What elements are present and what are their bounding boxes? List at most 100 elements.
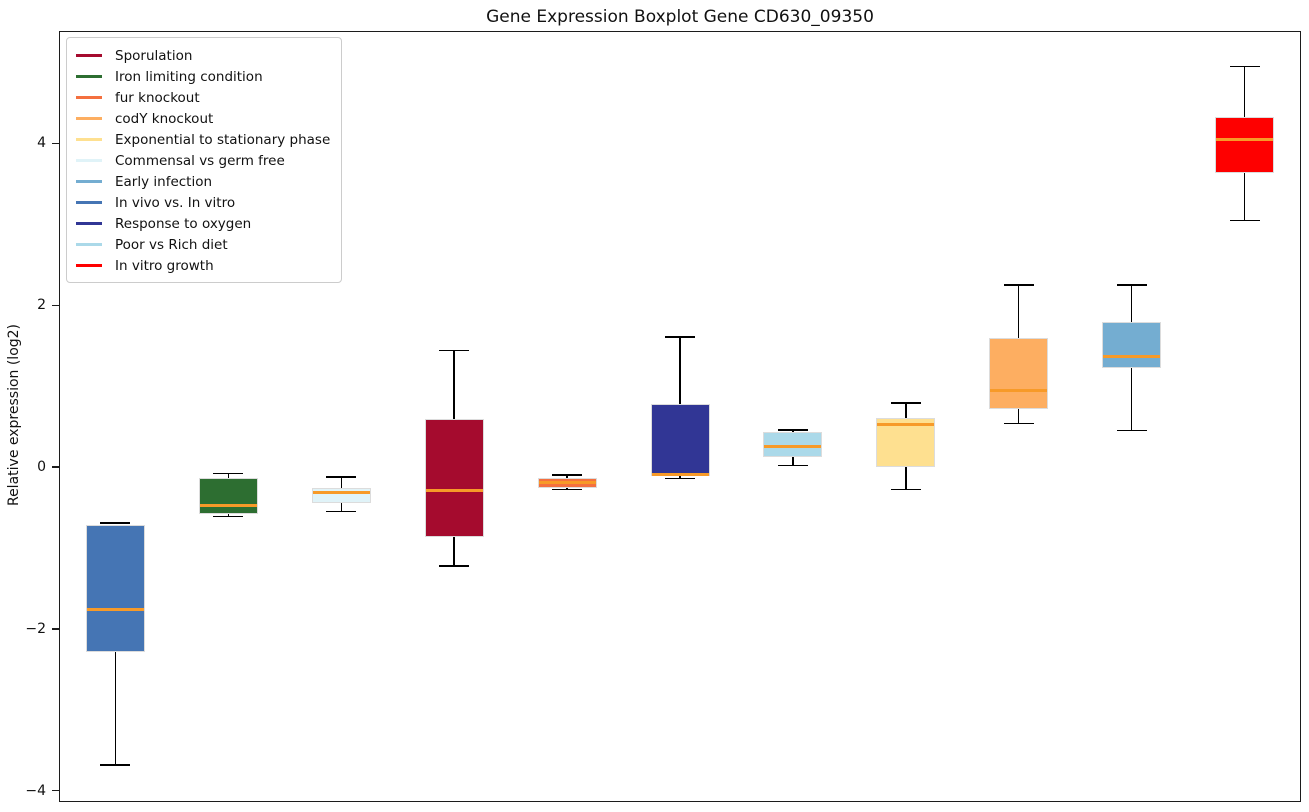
box-lower-cap bbox=[1116, 429, 1147, 432]
box-upper-cap bbox=[1003, 284, 1034, 286]
legend-color-swatch bbox=[76, 96, 102, 99]
y-tick-label: −2 bbox=[25, 620, 46, 637]
box-lower-whisker bbox=[453, 536, 455, 566]
legend-color-swatch bbox=[76, 264, 102, 267]
box bbox=[424, 418, 484, 537]
legend-color-swatch bbox=[76, 159, 102, 162]
box-lower-whisker bbox=[792, 456, 794, 466]
legend-item: codY knockout bbox=[67, 108, 341, 129]
box-lower-whisker bbox=[905, 467, 907, 490]
legend-label: Sporulation bbox=[115, 47, 193, 64]
box-lower-cap bbox=[665, 477, 695, 480]
legend-item: Commensal vs germ free bbox=[67, 150, 341, 171]
legend-item: Exponential to stationary phase bbox=[67, 129, 341, 150]
y-tick-label: 2 bbox=[37, 297, 46, 314]
legend-label: Commensal vs germ free bbox=[115, 152, 285, 169]
box bbox=[876, 417, 936, 468]
box-upper-cap bbox=[777, 429, 808, 431]
box bbox=[763, 432, 823, 457]
legend-item: Early infection bbox=[67, 171, 341, 192]
legend-item: In vivo vs. In vitro bbox=[67, 192, 341, 213]
y-tick-label: 4 bbox=[37, 135, 46, 152]
box-lower-whisker bbox=[1017, 408, 1020, 424]
legend-item: Sporulation bbox=[67, 45, 341, 66]
legend-label: Early infection bbox=[115, 173, 213, 190]
legend: Sporulation Iron limiting condition fur kn… bbox=[66, 37, 342, 283]
box-median-line bbox=[877, 422, 935, 426]
y-tick-label: 0 bbox=[37, 459, 46, 476]
box-upper-whisker bbox=[340, 476, 343, 489]
box-upper-whisker bbox=[1017, 285, 1020, 339]
box-upper-whisker bbox=[227, 473, 230, 479]
box-upper-whisker bbox=[1130, 285, 1133, 323]
box bbox=[198, 478, 258, 514]
legend-label: Poor vs Rich diet bbox=[115, 236, 228, 253]
legend-color-swatch bbox=[76, 117, 102, 120]
box-upper-cap bbox=[1229, 65, 1260, 68]
box-lower-whisker bbox=[114, 651, 117, 765]
y-tick-mark bbox=[51, 789, 59, 792]
legend-item: Iron limiting condition bbox=[67, 66, 341, 87]
box bbox=[989, 338, 1049, 409]
legend-color-swatch bbox=[76, 222, 102, 225]
box-median-line bbox=[312, 491, 370, 495]
box-lower-cap bbox=[100, 764, 131, 766]
box bbox=[85, 524, 145, 652]
y-tick-mark bbox=[51, 142, 59, 145]
box-median-line bbox=[1103, 354, 1161, 358]
box-lower-whisker bbox=[227, 513, 230, 517]
box bbox=[650, 403, 710, 476]
box-lower-whisker bbox=[340, 503, 343, 512]
legend-color-swatch bbox=[76, 54, 102, 57]
box-upper-whisker bbox=[905, 403, 907, 418]
box-lower-cap bbox=[326, 510, 357, 513]
box-lower-cap bbox=[777, 464, 808, 467]
legend-item: Response to oxygen bbox=[67, 213, 341, 234]
box-upper-whisker bbox=[114, 522, 117, 525]
legend-color-swatch bbox=[76, 180, 102, 183]
box-upper-cap bbox=[326, 476, 357, 478]
legend-item: Poor vs Rich diet bbox=[67, 234, 341, 255]
legend-label: In vitro growth bbox=[115, 257, 214, 274]
box bbox=[1215, 116, 1275, 173]
box-median-line bbox=[651, 472, 709, 476]
box-lower-whisker bbox=[1243, 172, 1246, 221]
box bbox=[311, 488, 371, 504]
legend-color-swatch bbox=[76, 75, 102, 78]
legend-label: Exponential to stationary phase bbox=[115, 131, 331, 148]
legend-label: In vivo vs. In vitro bbox=[115, 194, 236, 211]
legend-color-swatch bbox=[76, 243, 102, 246]
box-lower-whisker bbox=[1130, 368, 1133, 431]
box-upper-whisker bbox=[1243, 66, 1246, 117]
box-upper-cap bbox=[552, 474, 583, 476]
box-median-line bbox=[1216, 137, 1274, 141]
box-lower-cap bbox=[213, 515, 244, 518]
chart-title: Gene Expression Boxplot Gene CD630_09350 bbox=[486, 7, 874, 27]
box-upper-cap bbox=[213, 472, 244, 475]
box-lower-whisker bbox=[566, 488, 568, 490]
box-median-line bbox=[425, 489, 483, 493]
box-lower-cap bbox=[1003, 422, 1034, 425]
y-tick-mark bbox=[51, 466, 59, 468]
legend-color-swatch bbox=[76, 138, 102, 141]
legend-label: Response to oxygen bbox=[115, 215, 252, 232]
y-tick-mark bbox=[51, 304, 59, 306]
legend-label: fur knockout bbox=[115, 89, 200, 106]
box-upper-whisker bbox=[566, 475, 568, 479]
box-upper-cap bbox=[1116, 284, 1147, 286]
legend-item: In vitro growth bbox=[67, 255, 341, 276]
legend-color-swatch bbox=[76, 201, 102, 204]
box-lower-cap bbox=[890, 488, 921, 491]
legend-label: Iron limiting condition bbox=[115, 68, 263, 85]
box-lower-whisker bbox=[679, 475, 681, 479]
box-upper-cap bbox=[890, 402, 921, 404]
box-upper-cap bbox=[439, 349, 470, 352]
box-upper-cap bbox=[665, 336, 695, 338]
box-upper-cap bbox=[100, 522, 131, 524]
legend-label: codY knockout bbox=[115, 110, 214, 127]
box-median-line bbox=[199, 503, 257, 507]
y-tick-mark bbox=[51, 628, 59, 630]
box-median-line bbox=[764, 445, 822, 449]
legend-item: fur knockout bbox=[67, 87, 341, 108]
